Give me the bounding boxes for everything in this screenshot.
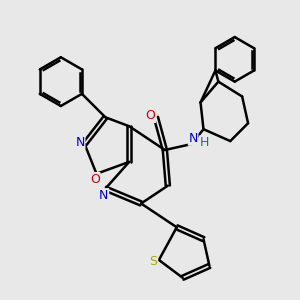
Text: N: N xyxy=(76,136,85,149)
Text: O: O xyxy=(90,172,100,186)
Text: S: S xyxy=(150,255,158,268)
Text: O: O xyxy=(146,109,155,122)
Text: N: N xyxy=(188,132,198,145)
Text: N: N xyxy=(99,189,109,202)
Text: H: H xyxy=(200,136,209,149)
